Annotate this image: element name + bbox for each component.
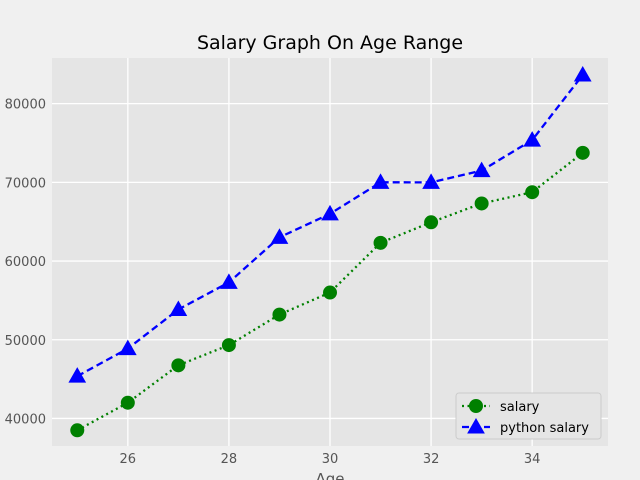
data-point-marker [424,215,439,230]
x-axis-ticks: 26 28 30 32 34 [120,452,541,467]
data-point-marker [70,423,85,438]
data-point-marker [422,173,440,189]
series-salary [70,145,590,438]
x-tick-label: 34 [524,452,541,467]
x-tick-label: 26 [120,452,137,467]
data-point-marker [220,273,238,289]
y-tick-label: 80000 [5,98,46,113]
x-tick-label: 28 [221,452,238,467]
legend-label: python salary [500,421,589,436]
legend-entry: python salary [462,417,589,436]
data-point-marker [169,300,188,316]
legend-label: salary [500,400,540,415]
y-tick-label: 70000 [5,176,46,191]
data-point-marker [472,161,491,178]
data-point-marker [118,339,137,356]
y-tick-label: 60000 [5,255,46,270]
data-point-marker [270,228,289,244]
series-python-salary [68,65,592,383]
grid-lines [52,58,608,446]
legend-marker [469,399,483,413]
data-point-marker [523,131,542,147]
data-point-marker [323,285,337,300]
data-point-marker [573,65,592,82]
data-point-marker [171,358,186,373]
data-point-marker [474,196,489,211]
legend-box [455,392,602,440]
data-point-marker [68,367,87,383]
series-line [76,151,584,432]
data-point-marker [371,173,390,189]
data-point-marker [321,204,339,221]
series-layer [68,65,592,438]
x-tick-label: 32 [423,452,440,467]
data-point-marker [373,235,388,250]
data-point-marker [221,338,236,353]
x-axis-label: Age [315,470,344,480]
y-tick-label: 50000 [5,334,46,349]
chart-title: Salary Graph On Age Range [197,32,463,54]
y-tick-label: 40000 [5,412,46,427]
data-point-marker [575,145,590,160]
data-point-marker [120,395,135,410]
y-axis-ticks: 40000 50000 60000 70000 80000 [5,98,46,428]
legend-entry: salary [462,399,540,415]
x-tick-label: 30 [322,452,339,467]
legend: salary python salary [455,392,602,440]
legend-marker [467,417,485,434]
data-point-marker [272,307,287,322]
data-point-marker [525,185,540,200]
